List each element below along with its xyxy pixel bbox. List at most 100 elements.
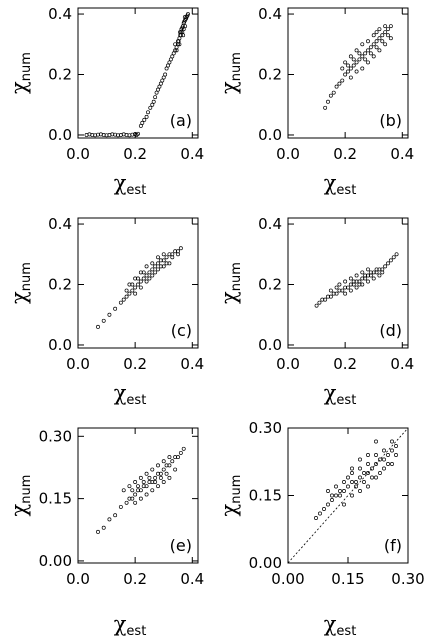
- scatter-point: [377, 48, 382, 53]
- scatter-point: [380, 39, 385, 44]
- x-tick-label: 0.2: [123, 570, 147, 588]
- scatter-point: [343, 72, 348, 77]
- scatter-point: [358, 466, 362, 471]
- scatter-point: [337, 81, 342, 86]
- x-tick-label: 0.30: [391, 570, 424, 588]
- scatter-point: [127, 291, 132, 296]
- panel-label: (b): [379, 111, 402, 130]
- scatter-point: [331, 90, 336, 95]
- scatter-point: [144, 484, 149, 489]
- scatter-point: [317, 300, 322, 305]
- scatter-point: [144, 264, 149, 269]
- y-axis-label: χnum: [7, 52, 34, 94]
- scatter-point: [326, 502, 330, 507]
- scatter-point: [157, 84, 162, 89]
- scatter-point: [371, 33, 376, 38]
- y-axis-label: χnum: [217, 52, 244, 94]
- y-tick-label: 0.0: [48, 336, 72, 354]
- plot-frame: [287, 7, 409, 139]
- y-tick-label: 0.0: [48, 126, 72, 144]
- scatter-point: [130, 288, 135, 293]
- scatter-point: [350, 480, 354, 484]
- scatter-point: [186, 12, 190, 16]
- scatter-point: [386, 27, 390, 32]
- scatter-point: [348, 54, 353, 59]
- scatter-point: [168, 57, 173, 62]
- scatter-point: [170, 255, 175, 260]
- x-axis-label: χest: [114, 171, 147, 198]
- scatter-point: [144, 279, 149, 284]
- scatter-point: [182, 15, 187, 20]
- scatter-point: [374, 267, 379, 272]
- scatter-point: [363, 273, 368, 278]
- x-tick-label: 0.4: [180, 570, 204, 588]
- plot-frame: [77, 7, 199, 139]
- scatter-point: [150, 261, 155, 266]
- scatter-point: [383, 264, 388, 269]
- scatter-point: [163, 72, 168, 77]
- panel-label: (c): [171, 321, 192, 340]
- scatter-point: [346, 69, 350, 74]
- scatter-point: [360, 66, 365, 71]
- scatter-point: [354, 480, 358, 484]
- scatter-point: [357, 57, 362, 62]
- scatter-point: [170, 459, 175, 464]
- scatter-point: [366, 462, 370, 466]
- scatter-point: [370, 475, 374, 480]
- scatter-point: [158, 81, 163, 86]
- scatter-point: [391, 255, 396, 260]
- scatter-point: [394, 453, 398, 457]
- x-tick-label: 0.0: [276, 355, 300, 373]
- scatter-point: [360, 270, 365, 275]
- scatter-point: [93, 133, 98, 138]
- scatter-point: [362, 471, 366, 475]
- x-axis-label: χest: [114, 612, 147, 637]
- chart-panel-f: 0.00 0.15 0.30 0.00 0.15 0.30 (f) χest χnum: [217, 419, 425, 637]
- x-tick-label: 0.4: [390, 145, 414, 163]
- scatter-point: [388, 24, 393, 29]
- scatter-point: [382, 466, 386, 471]
- scatter-point: [323, 105, 328, 110]
- scatter-point: [118, 300, 123, 305]
- scatter-point: [141, 276, 146, 281]
- scatter-point: [330, 493, 334, 498]
- y-tick-label: 0.4: [258, 215, 282, 233]
- plot-frame: [77, 427, 199, 564]
- scatter-point: [394, 444, 398, 448]
- scatter-point: [380, 270, 385, 275]
- y-tick-label: 0.2: [48, 66, 72, 84]
- scatter-point: [380, 33, 385, 38]
- scatter-point: [350, 493, 354, 498]
- y-tick-label: 0.2: [258, 276, 282, 294]
- scatter-point: [338, 489, 342, 493]
- scatter-point: [358, 489, 362, 493]
- scatter-point: [354, 285, 359, 290]
- x-axis-label-subscript: est: [336, 183, 356, 198]
- scatter-point: [386, 453, 390, 457]
- scatter-point: [363, 57, 368, 62]
- panel-label: (f): [384, 536, 402, 555]
- y-tick-label: 0.0: [258, 336, 282, 354]
- scatter-point: [368, 45, 373, 50]
- scatter-point: [136, 276, 140, 281]
- scatter-point: [167, 475, 172, 480]
- scatter-point: [377, 36, 382, 41]
- scatter-point: [346, 63, 350, 68]
- scatter-point: [166, 63, 170, 68]
- y-tick-label: 0.30: [249, 419, 282, 437]
- scatter-point: [164, 255, 169, 260]
- scatter-point: [178, 450, 183, 455]
- scatter-point: [113, 306, 118, 311]
- scatter-point: [377, 27, 382, 32]
- scatter-point: [377, 273, 382, 278]
- scatter-point: [368, 270, 373, 275]
- x-tick-label: 0.0: [66, 145, 90, 163]
- scatter-point: [388, 36, 393, 41]
- scatter-point: [116, 133, 120, 138]
- scatter-point: [383, 30, 388, 35]
- x-tick-label: 0.4: [390, 355, 414, 373]
- scatter-point: [142, 117, 147, 122]
- y-axis-label: χnum: [217, 262, 244, 304]
- scatter-point: [177, 42, 182, 47]
- scatter-point: [130, 496, 135, 501]
